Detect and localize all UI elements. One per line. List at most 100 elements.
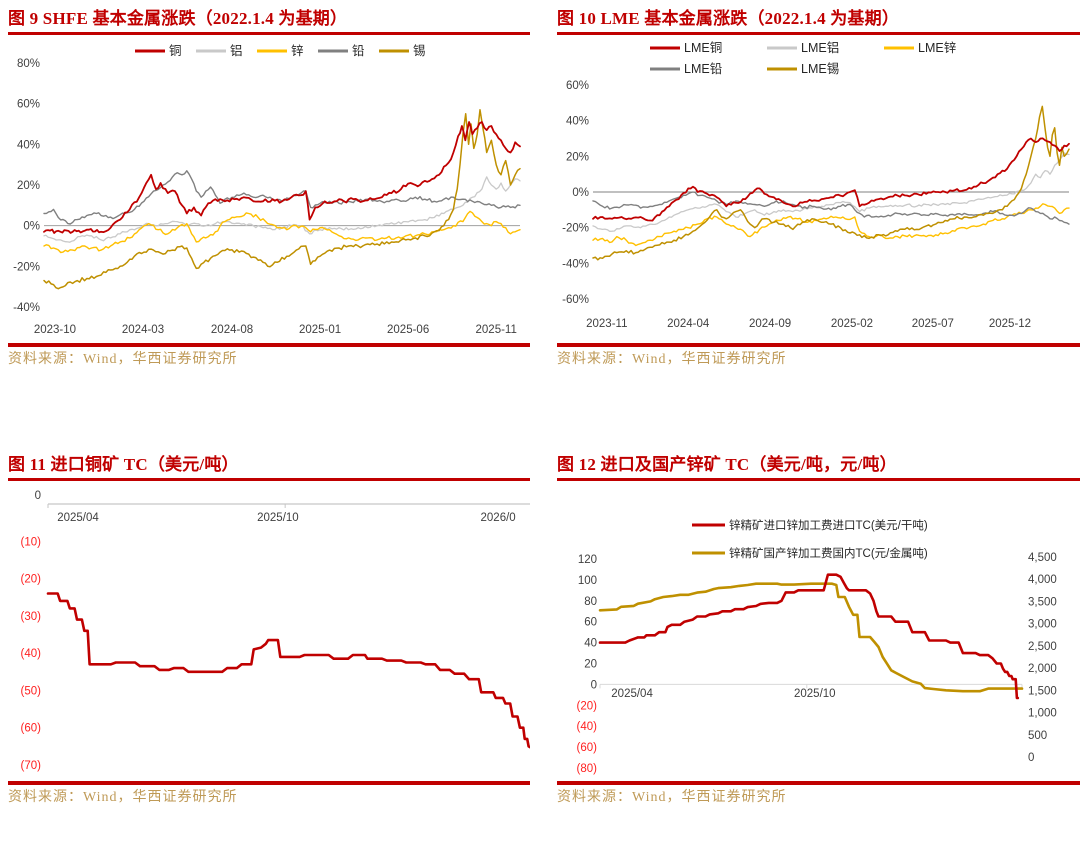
figure-bottom-rule: [8, 343, 530, 347]
svg-text:LME铜: LME铜: [684, 40, 722, 55]
svg-text:60%: 60%: [17, 99, 40, 111]
source-note: 资料来源：Wind，华西证券研究所: [557, 790, 787, 805]
title-underline: [557, 32, 1080, 35]
svg-text:(30): (30): [21, 611, 42, 623]
svg-text:0: 0: [591, 679, 597, 691]
svg-text:3,500: 3,500: [1028, 596, 1057, 608]
zinc-tc-line-chart: 120 100 80 60 40 20 0 (20) (40) (60) (80) 4,500 4,00…: [577, 518, 1057, 775]
svg-text:2026/0: 2026/0: [481, 512, 516, 524]
svg-text:锌精矿国产锌加工费国内TC(元/金属吨): 锌精矿国产锌加工费国内TC(元/金属吨): [729, 546, 928, 560]
title-underline: [8, 32, 530, 35]
figure-title-lme: 图 10 LME 基本金属涨跌（2022.1.4 为基期）: [557, 9, 900, 28]
svg-text:(80): (80): [577, 763, 598, 775]
figure-shfe-metals: 图 9 SHFE 基本金属涨跌（2022.1.4 为基期） 80% 60% 40% 2…: [8, 6, 530, 370]
source-note: 资料来源：Wind，华西证券研究所: [557, 352, 787, 367]
svg-text:2,500: 2,500: [1028, 641, 1057, 653]
svg-text:(40): (40): [21, 648, 42, 660]
svg-text:LME锡: LME锡: [801, 61, 839, 76]
figures-grid: 图 9 SHFE 基本金属涨跌（2022.1.4 为基期） 80% 60% 40% 2…: [8, 6, 1080, 808]
svg-text:2025-02: 2025-02: [831, 318, 873, 330]
svg-text:锌: 锌: [291, 44, 304, 58]
svg-text:LME铝: LME铝: [801, 40, 839, 55]
svg-text:-20%: -20%: [562, 223, 589, 235]
source-note: 资料来源：Wind，华西证券研究所: [8, 352, 238, 367]
svg-text:-40%: -40%: [562, 258, 589, 270]
svg-text:2025-01: 2025-01: [299, 324, 341, 336]
svg-text:2025-12: 2025-12: [989, 318, 1031, 330]
svg-text:2024-03: 2024-03: [122, 324, 164, 336]
svg-text:2024-09: 2024-09: [749, 318, 791, 330]
svg-text:2025/04: 2025/04: [57, 512, 99, 524]
svg-text:2,000: 2,000: [1028, 663, 1057, 675]
figure-zinc-tc: 图 12 进口及国产锌矿 TC（美元/吨，元/吨） 120 100 80 60 40 20…: [557, 452, 1080, 808]
svg-text:0%: 0%: [23, 221, 40, 233]
svg-text:(50): (50): [21, 685, 42, 697]
svg-text:1,000: 1,000: [1028, 708, 1057, 720]
svg-text:-40%: -40%: [13, 302, 40, 314]
title-underline: [8, 478, 530, 481]
svg-text:120: 120: [578, 554, 597, 566]
svg-text:60%: 60%: [566, 80, 589, 92]
svg-text:20: 20: [584, 659, 597, 671]
svg-text:(60): (60): [21, 723, 42, 735]
svg-text:20%: 20%: [17, 180, 40, 192]
svg-text:40: 40: [584, 638, 597, 650]
svg-text:0: 0: [1028, 752, 1034, 764]
svg-text:2023-10: 2023-10: [34, 324, 76, 336]
svg-text:-60%: -60%: [562, 294, 589, 306]
title-underline: [557, 478, 1080, 481]
svg-text:(60): (60): [577, 742, 598, 754]
report-page: 图 9 SHFE 基本金属涨跌（2022.1.4 为基期） 80% 60% 40% 2…: [8, 6, 1080, 808]
svg-text:2025/04: 2025/04: [611, 688, 653, 700]
source-note: 资料来源：Wind，华西证券研究所: [8, 790, 238, 805]
svg-text:60: 60: [584, 617, 597, 629]
figure-bottom-rule: [557, 343, 1080, 347]
svg-text:2025-07: 2025-07: [912, 318, 954, 330]
figure-title-shfe: 图 9 SHFE 基本金属涨跌（2022.1.4 为基期）: [8, 9, 348, 28]
svg-text:0: 0: [35, 490, 41, 502]
figure-bottom-rule: [8, 781, 530, 785]
figure-lme-metals: 图 10 LME 基本金属涨跌（2022.1.4 为基期） 60% 40% 20% 0…: [557, 6, 1080, 370]
svg-text:0%: 0%: [572, 187, 589, 199]
svg-text:锡: 锡: [413, 43, 426, 58]
svg-text:4,500: 4,500: [1028, 552, 1057, 564]
svg-text:铜: 铜: [169, 43, 182, 58]
svg-text:100: 100: [578, 575, 597, 587]
svg-text:LME铅: LME铅: [684, 62, 722, 76]
lme-metals-line-chart: 60% 40% 20% 0% -20% -40% -60% 2023-11 2024-04 202…: [562, 40, 1070, 330]
svg-text:2024-04: 2024-04: [667, 318, 710, 330]
svg-text:铅: 铅: [352, 44, 365, 58]
svg-text:(20): (20): [577, 700, 598, 712]
svg-text:2025/10: 2025/10: [794, 688, 836, 700]
svg-text:80%: 80%: [17, 58, 40, 70]
svg-text:2024-08: 2024-08: [211, 324, 253, 336]
figure-bottom-rule: [557, 781, 1080, 785]
svg-text:-20%: -20%: [13, 261, 40, 273]
shfe-metals-line-chart: 80% 60% 40% 20% 0% -20% -40% 2023-10 2024-03 2024…: [13, 43, 521, 336]
svg-text:LME锌: LME锌: [918, 41, 956, 55]
svg-text:(10): (10): [21, 536, 42, 548]
svg-text:80: 80: [584, 596, 597, 608]
zinc-tc-chart: 120 100 80 60 40 20 0 (20) (40) (60) (80) 4,500 4,00…: [557, 481, 1080, 781]
svg-text:2025-06: 2025-06: [387, 324, 429, 336]
svg-text:4,000: 4,000: [1028, 574, 1057, 586]
figure-title-zinc-tc: 图 12 进口及国产锌矿 TC（美元/吨，元/吨）: [557, 455, 897, 474]
copper-tc-chart: 0 (10) (20) (30) (40) (50) (60) (70) 2025/04 2025…: [8, 481, 530, 781]
svg-text:铝: 铝: [230, 43, 243, 58]
svg-text:锌精矿进口锌加工费进口TC(美元/干吨): 锌精矿进口锌加工费进口TC(美元/干吨): [729, 518, 928, 532]
svg-text:3,000: 3,000: [1028, 619, 1057, 631]
svg-text:500: 500: [1028, 730, 1047, 742]
shfe-metals-chart: 80% 60% 40% 20% 0% -20% -40% 2023-10 2024-03 2024…: [8, 35, 530, 343]
svg-text:1,500: 1,500: [1028, 685, 1057, 697]
lme-metals-chart: 60% 40% 20% 0% -20% -40% -60% 2023-11 2024-04 202…: [557, 35, 1080, 343]
svg-text:40%: 40%: [566, 116, 589, 128]
svg-text:(70): (70): [21, 760, 42, 772]
svg-text:20%: 20%: [566, 151, 589, 163]
svg-text:2025-11: 2025-11: [476, 324, 517, 336]
svg-text:2025/10: 2025/10: [257, 512, 299, 524]
svg-text:40%: 40%: [17, 139, 40, 151]
figure-title-copper-tc: 图 11 进口铜矿 TC（美元/吨）: [8, 455, 239, 474]
svg-text:2023-11: 2023-11: [586, 318, 627, 330]
figure-copper-tc: 图 11 进口铜矿 TC（美元/吨） 0 (10) (20) (30) (40) (50)…: [8, 452, 530, 808]
copper-tc-line-chart: 0 (10) (20) (30) (40) (50) (60) (70) 2025/04 2025…: [21, 490, 530, 772]
